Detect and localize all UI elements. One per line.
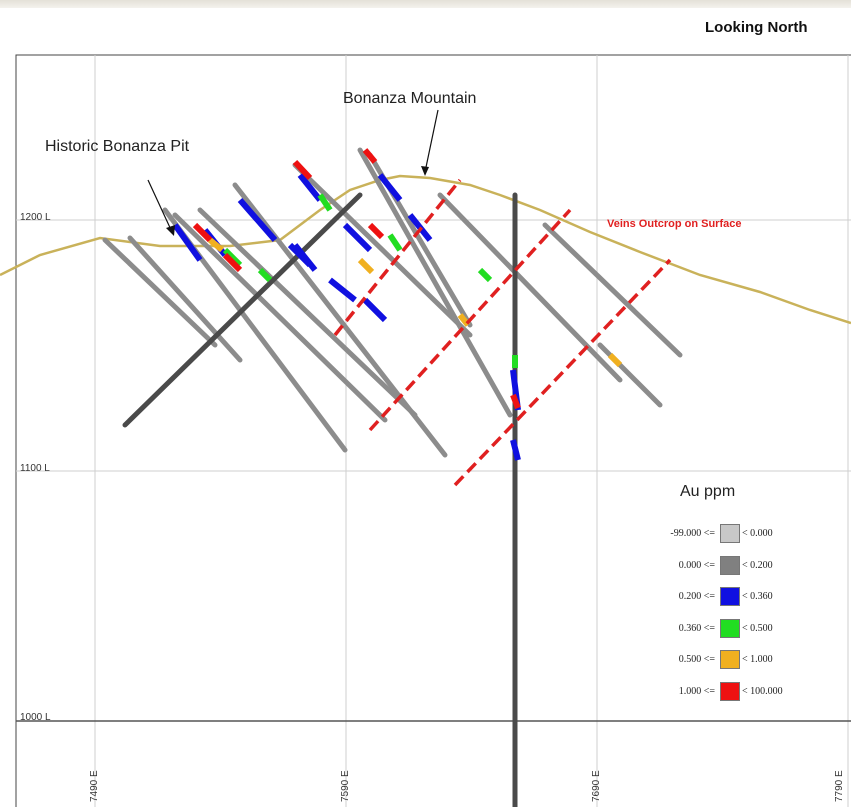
header-band [0,0,851,8]
dark-drillholes [122,192,518,807]
legend-high: < 1.000 [742,654,773,665]
plot-frame [15,54,851,807]
grid [16,55,851,807]
legend-title: Au ppm [680,483,736,500]
drillhole [437,192,623,383]
assay-intervals-red [192,148,521,410]
legend-high: < 0.500 [742,623,773,634]
drillhole [542,222,683,358]
legend-row: 0.000 <= < 0.200 [600,556,830,576]
drillhole [357,147,513,418]
assay-intervals-green [222,193,518,368]
elevation-label-1100: 1100 L [20,463,50,474]
drillholes [102,147,683,458]
mountain-arrow-head [421,166,429,176]
easting-label-7590: 7590 E [340,770,351,802]
drillhole [597,342,663,408]
legend-low: -99.000 <= [670,528,715,539]
easting-label-7490: 7490 E [89,770,100,802]
legend-row: -99.000 <= < 0.000 [600,524,830,544]
elevation-label-1200: 1200 L [20,212,51,223]
pit-arrow [147,179,173,233]
drillhole [102,237,218,348]
topography-line [0,174,851,325]
legend-row: 0.360 <= < 0.500 [600,619,830,639]
veins-outcrop-label: Veins Outcrop on Surface [607,218,742,230]
legend-row: 0.200 <= < 0.360 [600,587,830,607]
assay-intervals-orange [208,237,623,368]
historic-pit-label: Historic Bonanza Pit [45,138,190,155]
inclined-drillhole [122,192,363,428]
legend-low: 1.000 <= [678,686,715,697]
legend-low: 0.000 <= [678,560,715,571]
legend-low: 0.360 <= [678,623,715,634]
bonanza-mountain-label: Bonanza Mountain [343,90,477,107]
legend-swatch [720,682,740,701]
legend-high: < 0.200 [742,560,773,571]
legend-low: 0.500 <= [678,654,715,665]
legend-swatch [720,556,740,575]
vein-3 [453,258,672,487]
veins [333,178,672,487]
legend-row: 0.500 <= < 1.000 [600,650,830,670]
legend-swatch [720,587,740,606]
mountain-arrow [424,109,439,173]
legend-swatch [720,524,740,543]
easting-label-7690: 7690 E [591,770,602,802]
legend-high: < 0.000 [742,528,773,539]
vein-2 [368,208,572,432]
drillhole [292,162,473,338]
legend-swatch [720,619,740,638]
view-direction-heading: Looking North [705,19,808,36]
pit-arrow-head [166,225,175,236]
drillhole [172,212,388,423]
drillhole [197,207,418,418]
legend-low: 0.200 <= [678,591,715,602]
vein-1 [333,178,462,337]
elevation-label-1000: 1000 L [20,712,51,723]
legend-high: < 0.360 [742,591,773,602]
easting-label-7790: 7790 E [834,770,845,802]
legend-swatch [720,650,740,669]
drillhole [127,235,243,363]
legend-high: < 100.000 [742,686,783,697]
legend-row: 1.000 <= < 100.000 [600,682,830,702]
